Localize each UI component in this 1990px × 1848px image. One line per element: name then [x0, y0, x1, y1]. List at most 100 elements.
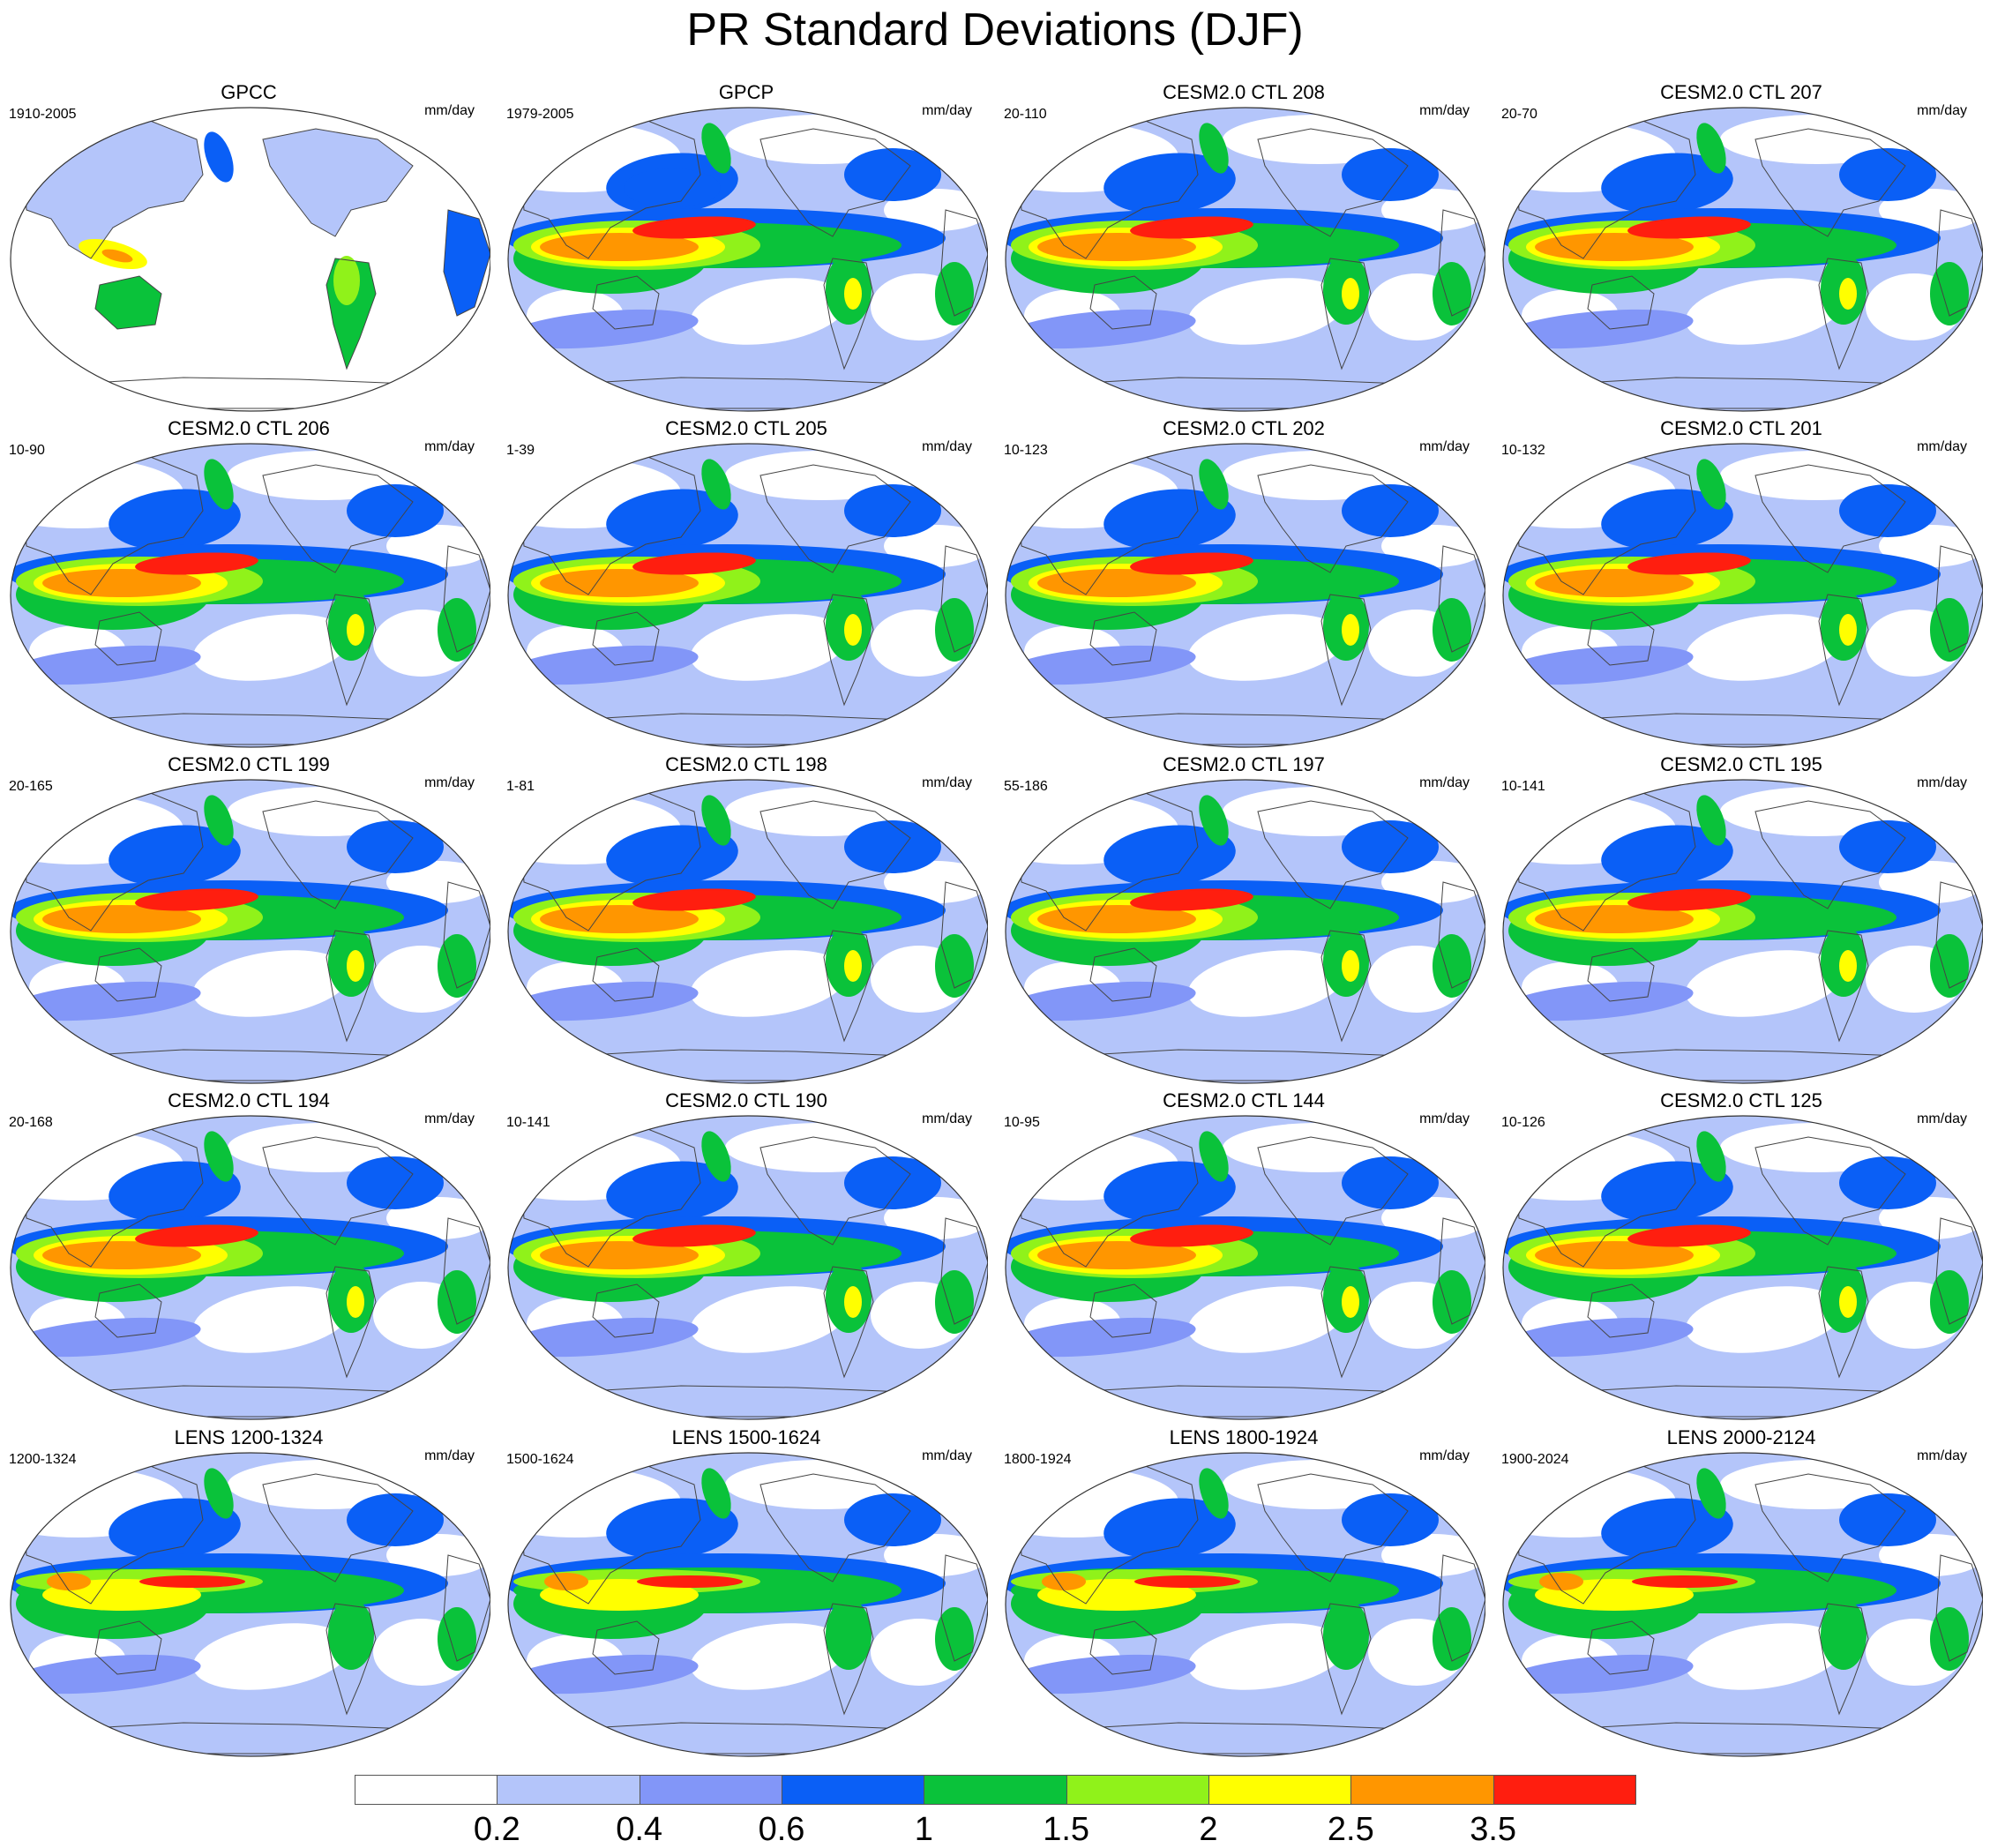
warm-pool-orange [540, 905, 699, 933]
colorbar-swatch [1492, 1775, 1636, 1805]
n-atlantic-storm-track [1342, 484, 1439, 537]
map-border [1005, 779, 1485, 1084]
africa-convection [1930, 262, 1969, 325]
map-plot [1005, 107, 1485, 412]
field-layer [11, 1453, 490, 1756]
panel-units: mm/day [1419, 1111, 1470, 1126]
south-america-yellow [347, 614, 364, 646]
panel-units: mm/day [1419, 775, 1470, 790]
equatorial-peak [1627, 216, 1751, 239]
equatorial-peak [1130, 552, 1253, 575]
n-pacific-storm-track [1103, 153, 1236, 214]
coastline-southAmerica [1818, 1603, 1869, 1716]
map-plot [1502, 1452, 1983, 1757]
coastline-southAmerica [325, 594, 377, 707]
land-north-america [263, 129, 413, 236]
nw-coast-max [204, 131, 234, 183]
nw-coast-max [701, 459, 731, 510]
coastline-southAmerica [1320, 1603, 1372, 1716]
coastline-australia [1089, 275, 1157, 330]
africa-convection [438, 1607, 476, 1671]
map-border [10, 779, 490, 1084]
south-america-convection [826, 1599, 872, 1670]
se-pacific-dry [690, 278, 849, 345]
se-pacific-dry [1685, 1623, 1844, 1690]
coastline-southAmerica [1818, 930, 1869, 1043]
coastline-southAmerica [1320, 258, 1372, 370]
n-atlantic-storm-track [1342, 820, 1439, 873]
se-pacific-dry [192, 1623, 351, 1690]
panel-units: mm/day [922, 439, 972, 454]
coastline-australia [592, 1620, 660, 1675]
nw-coast-max [1696, 795, 1726, 846]
map-plot [507, 1115, 988, 1420]
panel-units: mm/day [1917, 439, 1967, 454]
nw-coast-max [1199, 459, 1229, 510]
sahara-low [884, 861, 988, 903]
coastline-africa [1438, 209, 1485, 317]
s-indian-track [11, 1317, 201, 1358]
panel-units: mm/day [1917, 1448, 1967, 1463]
coastline-northAmerica [1257, 128, 1409, 237]
africa-convection [1433, 1270, 1471, 1334]
map-panel: CESM2.0 CTL 194 20-168 mm/day [0, 1089, 498, 1426]
n-pacific-storm-track [108, 1498, 241, 1560]
panel-title: CESM2.0 CTL 207 [1660, 81, 1822, 103]
se-pacific-dry [1685, 278, 1844, 345]
map-panel: GPCP 1979-2005 mm/day [498, 81, 995, 418]
south-america-yellow [1839, 614, 1857, 646]
coastline-southAmerica [823, 594, 874, 707]
sahara-low [884, 1197, 988, 1239]
map-panel: CESM2.0 CTL 144 10-95 mm/day [995, 1089, 1492, 1426]
coastline-africa [443, 545, 490, 653]
south-america-yellow [1839, 1286, 1857, 1318]
s-indian-track [11, 645, 201, 685]
coastline-southAmerica [325, 1266, 377, 1379]
n-atlantic-storm-track [844, 484, 941, 537]
map-border [507, 1452, 988, 1757]
map-plot [507, 779, 988, 1084]
n-pacific-storm-track [1601, 1498, 1733, 1560]
south-america-yellow [1839, 278, 1857, 310]
coastline-southAmerica [823, 258, 874, 370]
map-border [507, 443, 988, 748]
se-pacific-dry [192, 1286, 351, 1353]
n-atlantic-storm-track [1839, 1493, 1936, 1546]
equatorial-peak [1130, 888, 1253, 911]
warm-pool-orange [42, 905, 201, 933]
sahara-low [386, 525, 490, 567]
colorbar-swatch [1208, 1775, 1352, 1805]
warm-pool-orange [540, 1241, 699, 1269]
map-border [1005, 107, 1485, 412]
coastline-africa [1935, 1217, 1983, 1325]
equatorial-peak [139, 1575, 245, 1588]
panel-units: mm/day [922, 1111, 972, 1126]
africa-convection [438, 1270, 476, 1334]
colorbar-swatch [639, 1775, 782, 1805]
sahara-low [884, 1534, 988, 1576]
colorbar-tick-label: 0.4 [616, 1811, 663, 1848]
coastline-northAmerica [1754, 800, 1906, 909]
coastline-africa [1935, 881, 1983, 989]
n-atlantic-storm-track [1342, 1156, 1439, 1209]
map-plot [1005, 779, 1485, 1084]
coastline-southAmerica [325, 258, 377, 370]
panel-title: CESM2.0 CTL 206 [168, 417, 330, 439]
panel-years: 1910-2005 [9, 107, 77, 122]
s-indian-track [508, 645, 699, 685]
africa-convection [1433, 262, 1471, 325]
coastline-australia [1587, 1620, 1655, 1675]
panel-years: 1979-2005 [506, 107, 574, 122]
s-indian-track [1006, 645, 1196, 685]
map-panel: LENS 1800-1924 1800-1924 mm/day [995, 1426, 1492, 1763]
sahara-low [386, 1197, 490, 1239]
n-atlantic-storm-track [1342, 148, 1439, 201]
sahara-low [1381, 525, 1485, 567]
map-border [1502, 1452, 1983, 1757]
panel-title: GPCP [718, 81, 774, 103]
coastline-southAmerica [1320, 594, 1372, 707]
n-atlantic-storm-track [1839, 1156, 1936, 1209]
map-plot [10, 107, 490, 412]
s-indian-track [1503, 981, 1694, 1021]
south-america-convection [1323, 1599, 1369, 1670]
